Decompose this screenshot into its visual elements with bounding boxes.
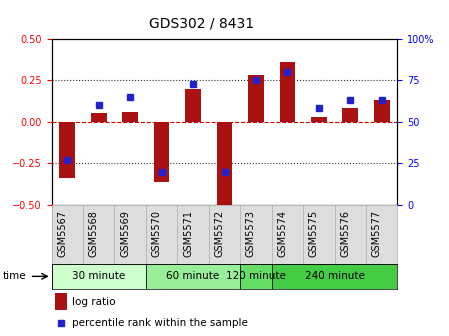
Text: GSM5570: GSM5570 [152,210,162,257]
Bar [122,112,138,122]
Bar [311,117,327,122]
Text: GSM5573: GSM5573 [246,210,256,257]
Text: GSM5576: GSM5576 [340,210,350,257]
Bar [272,264,397,289]
Text: time: time [2,271,26,281]
Text: GSM5568: GSM5568 [89,210,99,257]
Text: GSM5572: GSM5572 [215,210,224,257]
Bar [55,293,67,310]
Bar [374,100,390,122]
Bar [52,264,146,289]
Bar [91,114,107,122]
Text: 60 minute: 60 minute [167,271,220,281]
Bar [154,122,170,182]
Text: log ratio: log ratio [72,297,116,307]
Text: 120 minute: 120 minute [226,271,286,281]
Text: GSM5567: GSM5567 [57,210,67,257]
Bar [59,122,75,178]
Text: percentile rank within the sample: percentile rank within the sample [72,318,248,328]
Text: GDS302 / 8431: GDS302 / 8431 [150,16,255,30]
Bar [343,109,358,122]
Bar [146,264,240,289]
Text: GSM5569: GSM5569 [120,210,130,257]
Bar [279,62,295,122]
Text: GSM5575: GSM5575 [309,210,319,257]
Bar [248,75,264,122]
Text: 30 minute: 30 minute [72,271,125,281]
Text: GSM5574: GSM5574 [277,210,287,257]
Bar [240,264,272,289]
Text: GSM5571: GSM5571 [183,210,193,257]
Bar [185,89,201,122]
Bar [217,122,233,205]
Text: 240 minute: 240 minute [304,271,365,281]
Text: GSM5577: GSM5577 [372,210,382,257]
